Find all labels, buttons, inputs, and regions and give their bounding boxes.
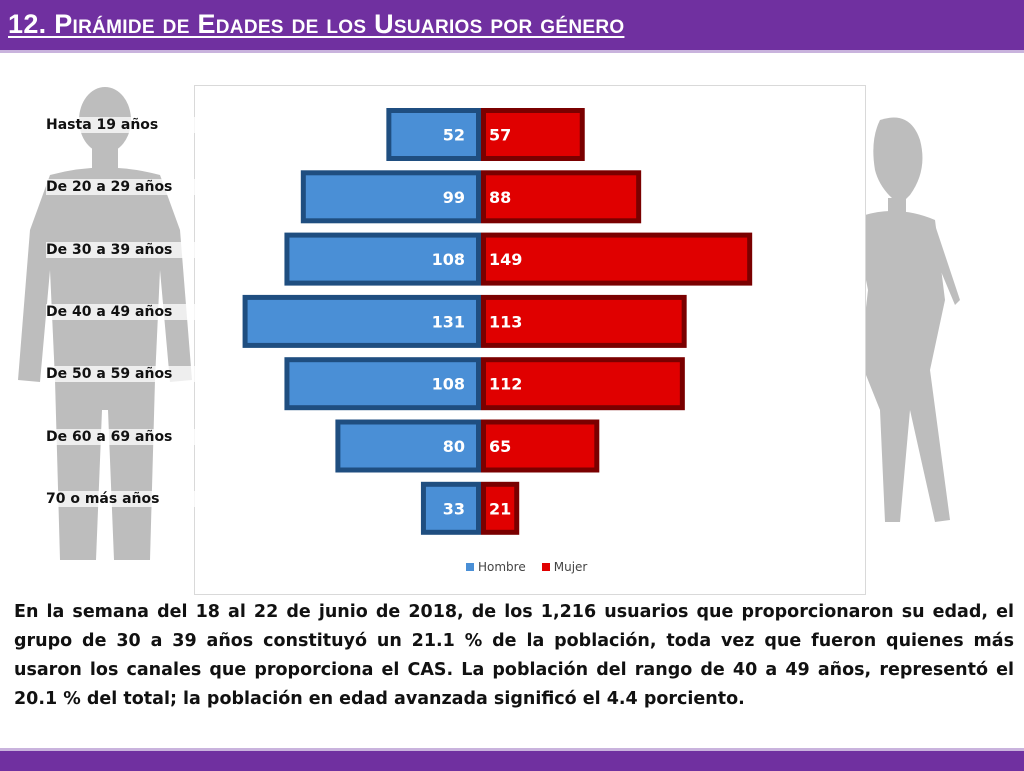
bar-hombre [340,424,476,468]
category-label: De 30 a 39 años [46,241,196,258]
category-label: 70 o más años [46,490,196,507]
category-label: Hasta 19 años [46,117,196,133]
pyramid-chart: 52 57 99 88 108 149 131 113 108 112 80 65 33 21 [242,108,753,535]
footer-bar [0,748,1024,771]
chart-legend: Hombre Mujer [466,560,597,574]
value-label-hombre: 131 [432,312,465,331]
summary-paragraph: En la semana del 18 al 22 de junio de 20… [14,602,1014,709]
value-label-mujer: 113 [489,312,522,331]
chart-frame: 52 57 99 88 108 149 131 113 108 112 80 65 33 21 [194,85,866,595]
legend-label-mujer: Mujer [553,560,588,574]
value-label-mujer: 21 [489,499,511,518]
bar-mujer [486,362,680,406]
bar-mujer [486,113,580,156]
legend-swatch-hombre [466,563,474,571]
bar-mujer [486,299,682,343]
bar-hombre [247,299,476,343]
legend-item-hombre: Hombre [466,560,526,574]
category-label: De 50 a 59 años [46,366,196,383]
header-bar: 12. Pirámide de Edades de los Usuarios p… [0,0,1024,53]
category-label: De 60 a 69 años [46,428,196,445]
bar-hombre [425,486,476,530]
bar-hombre [289,237,476,281]
legend-item-mujer: Mujer [541,560,588,574]
category-label: De 20 a 29 años [46,179,196,196]
category-label: De 40 a 49 años [46,303,196,320]
value-label-mujer: 88 [489,188,511,207]
value-label-hombre: 108 [432,375,465,394]
woman-silhouette-icon [765,117,960,522]
bar-hombre [289,362,476,406]
bar-hombre [305,175,476,219]
bar-hombre [391,113,476,156]
bar-mujer [486,175,637,219]
legend-label-hombre: Hombre [478,560,526,574]
bar-mujer [486,237,748,281]
page-title: 12. Pirámide de Edades de los Usuarios p… [8,9,625,39]
value-label-mujer: 65 [489,437,511,456]
value-label-hombre: 99 [443,188,465,207]
bar-mujer [486,486,515,530]
value-label-mujer: 57 [489,126,511,145]
bar-mujer [486,424,595,468]
value-label-hombre: 33 [443,499,465,518]
value-label-mujer: 112 [489,375,522,394]
value-label-hombre: 52 [443,126,465,145]
legend-swatch-mujer [541,563,550,571]
value-label-hombre: 80 [443,437,465,456]
value-label-mujer: 149 [489,250,522,269]
value-label-hombre: 108 [432,250,465,269]
